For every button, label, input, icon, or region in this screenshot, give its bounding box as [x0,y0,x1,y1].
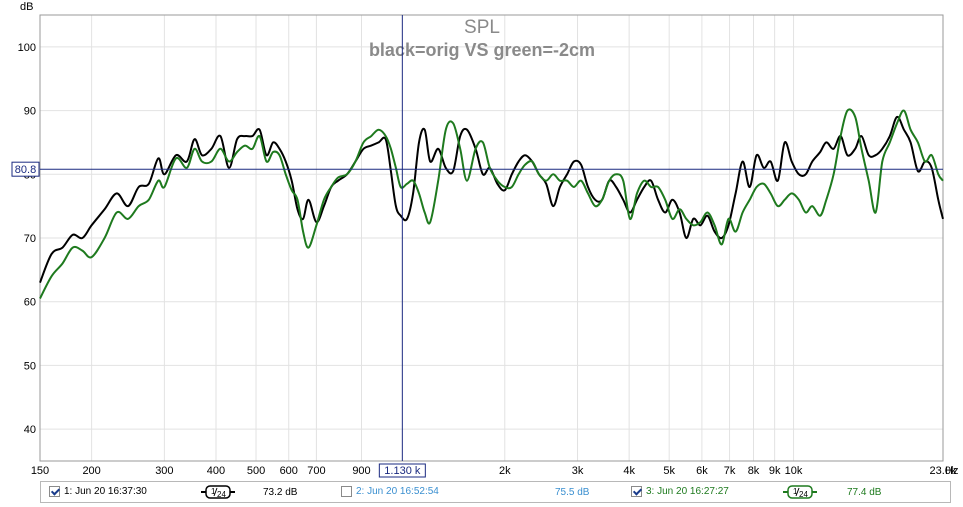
x-tick-label: 150 [31,465,49,477]
x-tick-label: 23.0k [930,465,957,477]
legend-item-1[interactable]: 1: Jun 20 16:37:30 [49,486,147,497]
series-group [39,108,944,299]
x-tick-label: 3k [572,465,584,477]
legend-label-1: 1: Jun 20 16:37:30 [64,486,147,497]
x-tick-label: 10k [785,465,803,477]
y-axis-label: dB [20,1,33,13]
y-axis-ticks: 405060708090100 [18,42,36,436]
y-tick-label: 50 [24,360,36,372]
legend-checkbox-1[interactable] [49,486,60,497]
legend-value-1: 73.2 dB [263,487,298,498]
y-tick-label: 90 [24,106,36,118]
y-tick-label: 70 [24,233,36,245]
x-tick-label: 8k [748,465,760,477]
plot-area-border [39,14,944,462]
legend-label-3: 3: Jun 20 16:27:27 [646,486,729,497]
smoothing-num: 1 [211,487,216,496]
x-axis-unit: Hz [945,465,958,477]
y-tick-label: 100 [18,42,36,54]
legend-checkbox-2[interactable] [341,486,352,497]
cursor-y-box [11,161,40,177]
series-line-1 [39,115,944,283]
legend-item-2[interactable]: 2: Jun 20 16:52:54 [341,486,439,497]
x-tick-label: 400 [207,465,225,477]
y-tick-label: 40 [24,424,36,436]
x-tick-label: 7k [724,465,736,477]
cursor-x-label: 1.130 k [384,465,421,477]
legend-bar: 1: Jun 20 16:37:30 1 24 73.2 dB 2: Jun 20… [40,481,951,503]
cursor: 80.8 1.130 k [11,15,943,478]
chart-title: SPL [464,17,500,38]
grid [39,15,944,461]
legend-checkbox-3[interactable] [631,486,642,497]
legend-item-3[interactable]: 3: Jun 20 16:27:27 [631,486,729,497]
y-tick-label: 60 [24,297,36,309]
smoothing-icon-3[interactable]: 1 24 [783,485,817,499]
x-tick-label: 9k [769,465,781,477]
x-tick-label: 900 [352,465,370,477]
x-tick-label: 700 [307,465,325,477]
x-tick-label: 4k [623,465,635,477]
smoothing-den: 24 [217,490,226,499]
x-tick-label: 2k [499,465,511,477]
x-axis-ticks: 150 200 300 400 500 600 700 900 2k 3k 4k 5k 6k 7k 8k 9k… [31,465,957,477]
smoothing-icon-1[interactable]: 1 24 [201,485,235,499]
series-line-2 [39,108,944,299]
legend-label-2: 2: Jun 20 16:52:54 [356,486,439,497]
chart-subtitle: black=orig VS green=-2cm [369,40,595,60]
spl-chart: 405060708090100 150200300400500600700900… [11,1,958,478]
x-tick-label: 300 [155,465,173,477]
x-tick-label: 200 [82,465,100,477]
legend-value-2: 75.5 dB [555,487,590,498]
cursor-x-box [378,463,426,478]
x-tick-label: 600 [280,465,298,477]
x-tick-label: 6k [696,465,708,477]
legend-value-3: 77.4 dB [847,487,882,498]
smoothing-num: 1 [793,487,798,496]
cursor-y-label: 80.8 [15,164,36,176]
x-tick-label: 5k [663,465,675,477]
smoothing-den: 24 [799,490,808,499]
x-tick-label: 500 [247,465,265,477]
